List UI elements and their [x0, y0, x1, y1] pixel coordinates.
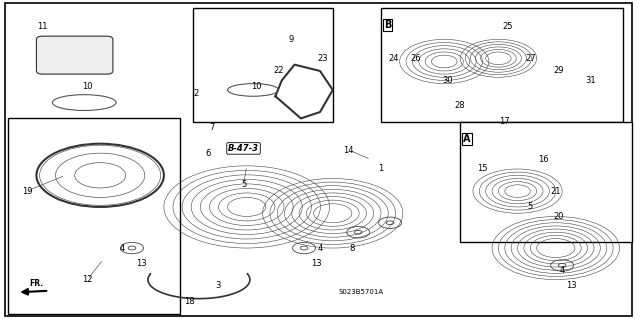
- Text: 9: 9: [289, 35, 294, 44]
- Text: 21: 21: [550, 187, 561, 196]
- Text: B: B: [384, 20, 391, 30]
- FancyBboxPatch shape: [36, 36, 113, 74]
- Text: 18: 18: [184, 297, 195, 306]
- Text: 4: 4: [120, 243, 125, 253]
- Text: 7: 7: [209, 123, 214, 132]
- Text: 17: 17: [499, 117, 510, 126]
- Bar: [460, 122, 632, 242]
- Text: 29: 29: [554, 66, 564, 76]
- Text: 25: 25: [503, 22, 513, 31]
- Text: 4: 4: [317, 243, 323, 253]
- Text: 13: 13: [312, 259, 322, 268]
- Bar: [193, 8, 333, 122]
- Text: 27: 27: [525, 54, 536, 63]
- Text: 2: 2: [193, 89, 198, 98]
- Text: 10: 10: [82, 82, 93, 91]
- Text: 30: 30: [442, 76, 452, 85]
- Text: 13: 13: [136, 259, 147, 268]
- Text: 19: 19: [22, 187, 32, 196]
- Text: 11: 11: [38, 22, 48, 31]
- Text: 4: 4: [559, 266, 564, 275]
- Text: 1: 1: [378, 165, 383, 174]
- Bar: [8, 118, 180, 315]
- Text: 3: 3: [215, 281, 221, 291]
- Text: 6: 6: [206, 149, 211, 158]
- Text: 12: 12: [82, 275, 93, 284]
- Text: A: A: [463, 134, 471, 144]
- Text: 13: 13: [566, 281, 577, 291]
- Text: S023B5701A: S023B5701A: [339, 289, 384, 295]
- Text: 28: 28: [455, 101, 465, 110]
- Text: 31: 31: [586, 76, 596, 85]
- Text: 24: 24: [388, 54, 399, 63]
- Text: FR.: FR.: [29, 278, 44, 287]
- Text: 10: 10: [251, 82, 262, 91]
- Text: 5: 5: [241, 180, 246, 189]
- Text: 22: 22: [273, 66, 284, 76]
- Text: 23: 23: [318, 54, 328, 63]
- Text: 16: 16: [538, 155, 548, 164]
- Text: 8: 8: [349, 243, 355, 253]
- Text: 20: 20: [554, 212, 564, 221]
- Text: 15: 15: [477, 165, 488, 174]
- Text: B-47-3: B-47-3: [228, 144, 259, 153]
- Text: 26: 26: [410, 54, 421, 63]
- Text: 14: 14: [344, 145, 354, 154]
- Bar: [381, 8, 623, 122]
- Text: 5: 5: [527, 203, 533, 211]
